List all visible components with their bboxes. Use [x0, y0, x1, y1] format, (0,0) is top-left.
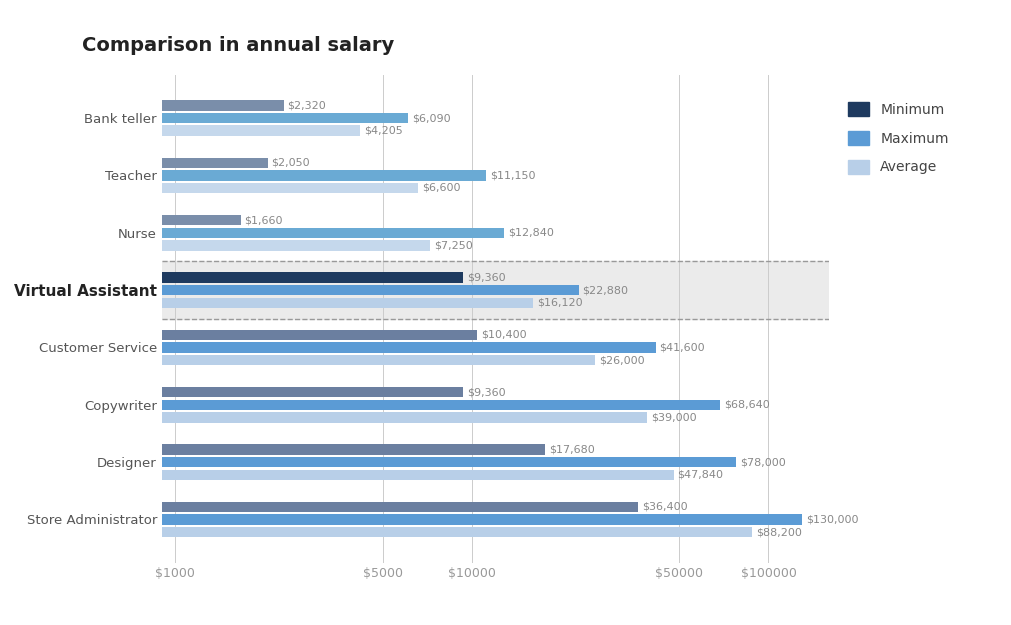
Text: $17,680: $17,680	[549, 444, 594, 454]
Text: $39,000: $39,000	[651, 412, 697, 422]
Text: $36,400: $36,400	[642, 502, 687, 512]
Bar	[0, 240, 431, 251]
Text: $130,000: $130,000	[806, 514, 858, 524]
Bar	[0, 457, 736, 468]
Text: $11,150: $11,150	[489, 171, 535, 181]
Bar	[162, 261, 829, 319]
Text: $16,120: $16,120	[537, 298, 582, 308]
Text: $10,400: $10,400	[481, 330, 527, 340]
Text: $9,360: $9,360	[467, 272, 506, 282]
Text: $22,880: $22,880	[582, 285, 628, 295]
Bar	[0, 387, 463, 398]
Text: $2,050: $2,050	[272, 158, 310, 168]
Bar	[0, 170, 486, 181]
Text: $7,250: $7,250	[435, 241, 473, 251]
Bar	[0, 298, 534, 308]
Text: $68,640: $68,640	[724, 400, 769, 410]
Bar	[0, 514, 803, 524]
Text: $47,840: $47,840	[677, 470, 723, 480]
Legend: Minimum, Maximum, Average: Minimum, Maximum, Average	[842, 97, 954, 180]
Bar	[0, 399, 720, 410]
Bar	[0, 285, 578, 295]
Text: $6,090: $6,090	[411, 113, 451, 123]
Text: $78,000: $78,000	[740, 457, 786, 467]
Bar	[0, 355, 595, 365]
Bar	[0, 158, 268, 168]
Text: $41,600: $41,600	[659, 342, 705, 352]
Text: Comparison in annual salary: Comparison in annual salary	[82, 36, 394, 55]
Bar	[0, 126, 360, 136]
Text: $6,600: $6,600	[423, 183, 461, 193]
Bar	[0, 100, 284, 111]
Bar	[0, 183, 419, 193]
Bar	[0, 272, 463, 282]
Bar	[0, 113, 408, 123]
Text: $1,660: $1,660	[245, 215, 283, 225]
Bar	[0, 502, 638, 512]
Text: $12,840: $12,840	[508, 228, 554, 238]
Text: $2,320: $2,320	[287, 101, 327, 111]
Bar	[0, 228, 504, 238]
Bar	[0, 444, 545, 454]
Bar	[0, 215, 241, 225]
Text: $88,200: $88,200	[756, 527, 802, 537]
Text: $9,360: $9,360	[467, 387, 506, 397]
Bar	[0, 329, 477, 340]
Bar	[0, 412, 647, 422]
Bar	[0, 469, 673, 480]
Text: $4,205: $4,205	[364, 126, 402, 136]
Bar	[0, 342, 655, 352]
Text: $26,000: $26,000	[599, 355, 644, 365]
Bar	[0, 527, 752, 538]
